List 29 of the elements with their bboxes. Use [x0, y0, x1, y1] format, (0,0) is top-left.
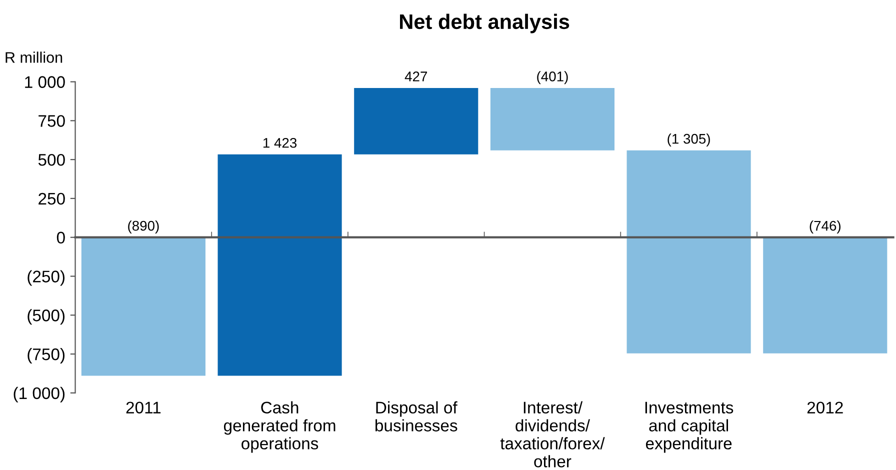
data-label: (1 305) [668, 134, 710, 146]
y-axis-title: R million [6, 52, 62, 63]
x-tick-label: 2012 [807, 402, 843, 414]
y-tick-label: 250 [38, 192, 65, 205]
y-tick-label: 1 000 [25, 76, 65, 88]
chart-title: Net debt analysis [400, 14, 570, 34]
bar [354, 88, 478, 154]
y-tick-label: (250) [28, 270, 65, 286]
x-tick-label: Cash generated from operations [224, 401, 336, 453]
data-label: (401) [537, 71, 568, 84]
y-tick-label: 750 [38, 115, 65, 127]
x-tick-label: Interest/ dividends/ taxation/forex/ other [500, 401, 605, 468]
x-tick-label: 2011 [126, 402, 161, 414]
y-tick-label: 500 [38, 154, 65, 166]
y-tick-label: (500) [28, 309, 65, 325]
bar [490, 88, 614, 150]
data-label: 1 423 [263, 138, 297, 148]
y-tick-label: 0 [56, 232, 65, 244]
data-label: 427 [404, 72, 428, 82]
bar [81, 237, 206, 376]
x-tick-label: Disposal of businesses [376, 401, 458, 432]
data-label: (890) [128, 220, 159, 234]
bar [218, 154, 342, 376]
data-label: (746) [810, 220, 840, 234]
x-tick-label: Investments and capital expenditure [645, 402, 734, 453]
bar [626, 150, 751, 354]
bar [763, 237, 888, 354]
y-tick-label: (750) [28, 348, 65, 364]
y-tick-label: (1 000) [14, 386, 65, 402]
